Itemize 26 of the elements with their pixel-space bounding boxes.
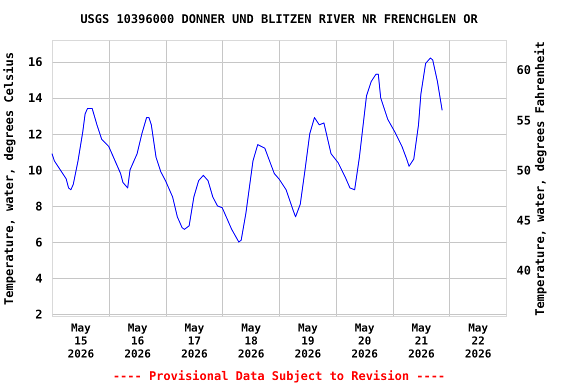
x-tick-label: May 22 2026 [464, 322, 492, 360]
x-tick-label: May 20 2026 [351, 322, 378, 360]
y-tick-label: 10 [28, 163, 42, 178]
y2-tick-label: 50 [516, 163, 531, 178]
y2-tick-label: 55 [516, 113, 531, 128]
x-tick-label: May 21 2026 [408, 322, 435, 360]
y-tick-label: 2 [35, 308, 42, 322]
y-axis-title: Temperature, water, degrees Celsius [2, 52, 16, 305]
y-tick-label: 12 [28, 127, 42, 142]
x-tick-label: May 16 2026 [124, 322, 152, 360]
line-series [52, 58, 443, 243]
y-tick-label: 14 [28, 91, 42, 106]
y2-tick-label: 40 [516, 264, 531, 278]
text: ---- Provisional Data Subject to Revision ---- [112, 369, 446, 383]
y2-axis-title: Temperature, water, degrees Fahrenheit [532, 41, 547, 316]
y2-tick-label: 60 [516, 63, 531, 78]
x-tick-label: May 18 2026 [238, 322, 265, 360]
x-tick-label: May 17 2026 [181, 322, 208, 360]
y2-tick-label: 45 [516, 213, 531, 228]
y-tick-label: 6 [35, 236, 42, 250]
y-tick-label: 8 [35, 199, 42, 214]
x-tick-label: May 15 2026 [68, 322, 94, 360]
y-tick-label: 16 [28, 55, 42, 70]
x-tick-label: May 19 2026 [294, 322, 322, 360]
chart-title: USGS 10396000 DONNER UND BLITZEN RIVER NR FRENCHGLEN OR [80, 12, 478, 26]
y-tick-label: 4 [35, 272, 42, 286]
